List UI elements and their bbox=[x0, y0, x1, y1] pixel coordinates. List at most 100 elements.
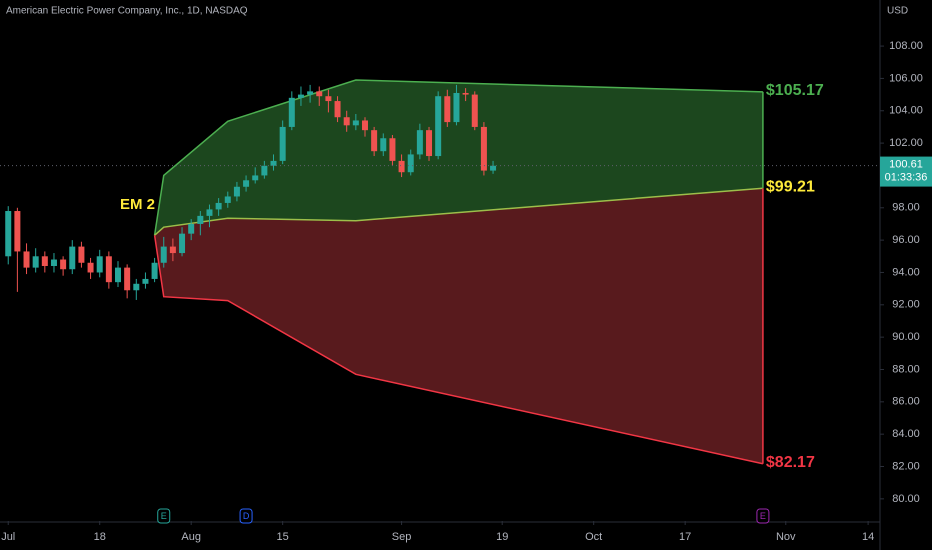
candle-body bbox=[142, 278, 149, 284]
candle-body bbox=[32, 256, 39, 268]
candle-body bbox=[352, 120, 359, 126]
candle-body bbox=[69, 246, 76, 270]
x-tick-label: Jul bbox=[1, 531, 15, 543]
candle-body bbox=[197, 215, 204, 224]
candle-body bbox=[361, 120, 368, 131]
y-tick-label: 90.00 bbox=[892, 331, 920, 343]
candle-body bbox=[23, 251, 30, 268]
y-tick-label: 86.00 bbox=[892, 396, 920, 408]
band-fill bbox=[154, 80, 763, 236]
event-label: E bbox=[760, 511, 766, 521]
x-tick-label: 17 bbox=[679, 531, 691, 543]
candle-body bbox=[444, 96, 451, 123]
y-tick-label: 102.00 bbox=[889, 137, 923, 149]
candle-body bbox=[188, 223, 195, 234]
candle-body bbox=[471, 94, 478, 127]
candle-body bbox=[224, 196, 231, 203]
candle-body bbox=[206, 209, 213, 216]
candle-body bbox=[243, 180, 250, 187]
event-label: E bbox=[161, 511, 167, 521]
candle-body bbox=[407, 154, 414, 173]
x-tick-label: 18 bbox=[94, 531, 106, 543]
candle-body bbox=[279, 126, 286, 161]
candle-body bbox=[325, 96, 332, 102]
chart-title: American Electric Power Company, Inc., 1… bbox=[6, 6, 248, 17]
x-tick-label: Aug bbox=[181, 531, 201, 543]
last-price-tag bbox=[880, 156, 932, 187]
band-line bbox=[154, 187, 763, 236]
candle-body bbox=[41, 256, 48, 266]
candle-body bbox=[78, 246, 85, 263]
candle-body bbox=[233, 186, 240, 197]
annotation: EM 2 bbox=[120, 196, 155, 213]
candle-body bbox=[307, 91, 314, 95]
candle-body bbox=[115, 267, 122, 283]
last-price-label: 100.61 bbox=[889, 158, 923, 170]
band-end-label: $105.17 bbox=[766, 82, 824, 99]
candle-body bbox=[215, 202, 222, 210]
candle-body bbox=[389, 138, 396, 161]
candle-body bbox=[435, 96, 442, 157]
candle-body bbox=[151, 262, 158, 279]
candle-body bbox=[462, 92, 469, 95]
candle-body bbox=[416, 130, 423, 155]
x-tick-label: 14 bbox=[862, 531, 874, 543]
candle-body bbox=[179, 233, 186, 254]
candle-body bbox=[453, 92, 460, 123]
event-icon bbox=[239, 508, 253, 524]
y-tick-label: 98.00 bbox=[892, 202, 920, 214]
candle-body bbox=[297, 94, 304, 98]
y-tick-label: 92.00 bbox=[892, 299, 920, 311]
event-label: D bbox=[243, 511, 250, 521]
candle-body bbox=[169, 246, 176, 254]
band-line bbox=[153, 79, 763, 236]
currency: USD bbox=[887, 6, 908, 17]
candle-body bbox=[316, 91, 323, 97]
y-tick-label: 108.00 bbox=[889, 40, 923, 52]
y-tick-label: 84.00 bbox=[892, 428, 920, 440]
candle-body bbox=[124, 267, 131, 291]
candle-body bbox=[60, 259, 67, 270]
y-tick-label: 88.00 bbox=[892, 363, 920, 375]
x-tick-label: Sep bbox=[392, 531, 412, 543]
candle-body bbox=[5, 211, 12, 257]
candle-body bbox=[14, 211, 21, 252]
candle-body bbox=[270, 160, 277, 166]
band-fill bbox=[154, 188, 763, 464]
candle-body bbox=[371, 130, 378, 152]
candle-body bbox=[50, 259, 57, 266]
event-icon bbox=[157, 508, 171, 524]
y-tick-label: 82.00 bbox=[892, 460, 920, 472]
candle-body bbox=[334, 101, 341, 118]
x-tick-label: 15 bbox=[277, 531, 289, 543]
event-icon bbox=[756, 508, 770, 524]
candle-body bbox=[133, 283, 140, 291]
x-tick-label: Oct bbox=[585, 531, 602, 543]
y-tick-label: 80.00 bbox=[892, 493, 920, 505]
candle-body bbox=[96, 256, 103, 273]
countdown: 01:33:36 bbox=[885, 171, 928, 183]
band-end-label: $82.17 bbox=[766, 454, 815, 471]
y-tick-label: 106.00 bbox=[889, 72, 923, 84]
candle-body bbox=[105, 256, 112, 283]
x-tick-label: Nov bbox=[776, 531, 796, 543]
candle-body bbox=[343, 117, 350, 126]
candle-body bbox=[252, 175, 259, 181]
candle-body bbox=[380, 138, 387, 152]
y-tick-label: 104.00 bbox=[889, 105, 923, 117]
x-tick-label: 19 bbox=[496, 531, 508, 543]
candle-body bbox=[480, 126, 487, 171]
candle-body bbox=[261, 165, 268, 176]
candle-body bbox=[490, 165, 497, 171]
candle-body bbox=[398, 160, 405, 173]
band-end-label: $99.21 bbox=[766, 178, 815, 195]
y-tick-label: 96.00 bbox=[892, 234, 920, 246]
y-tick-label: 94.00 bbox=[892, 266, 920, 278]
candle-body bbox=[160, 246, 167, 263]
candle-body bbox=[426, 130, 433, 157]
band-line bbox=[153, 235, 764, 465]
plot: $105.17 $99.21 $82.17 bbox=[0, 79, 880, 471]
candle-body bbox=[87, 262, 94, 273]
